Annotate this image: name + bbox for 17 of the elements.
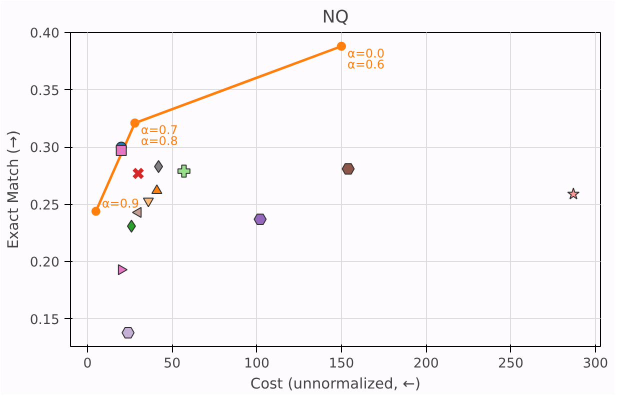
chart-title: NQ: [322, 8, 349, 28]
x-tick-label: 200: [413, 356, 439, 372]
x-tick-label: 250: [498, 356, 524, 372]
y-tick-label: 0.35: [30, 84, 60, 99]
y-tick-label: 0.30: [30, 141, 60, 156]
y-tick-label: 0.20: [30, 256, 60, 271]
y-tick-label: 0.15: [30, 312, 60, 328]
y-tick-label: 0.40: [30, 26, 60, 42]
y-tick-label: 0.25: [30, 198, 60, 214]
y-axis-title: Exact Match (→): [4, 130, 22, 249]
x-tick-label: 50: [164, 356, 181, 372]
x-tick-label: 150: [328, 356, 354, 372]
x-tick-label: 300: [582, 356, 608, 372]
x-axis-title: Cost (unnormalized, ←): [250, 376, 421, 392]
annotation: α=0.9: [102, 196, 139, 210]
x-tick-label: 0: [83, 356, 92, 372]
x-tick-label: 100: [244, 356, 270, 372]
